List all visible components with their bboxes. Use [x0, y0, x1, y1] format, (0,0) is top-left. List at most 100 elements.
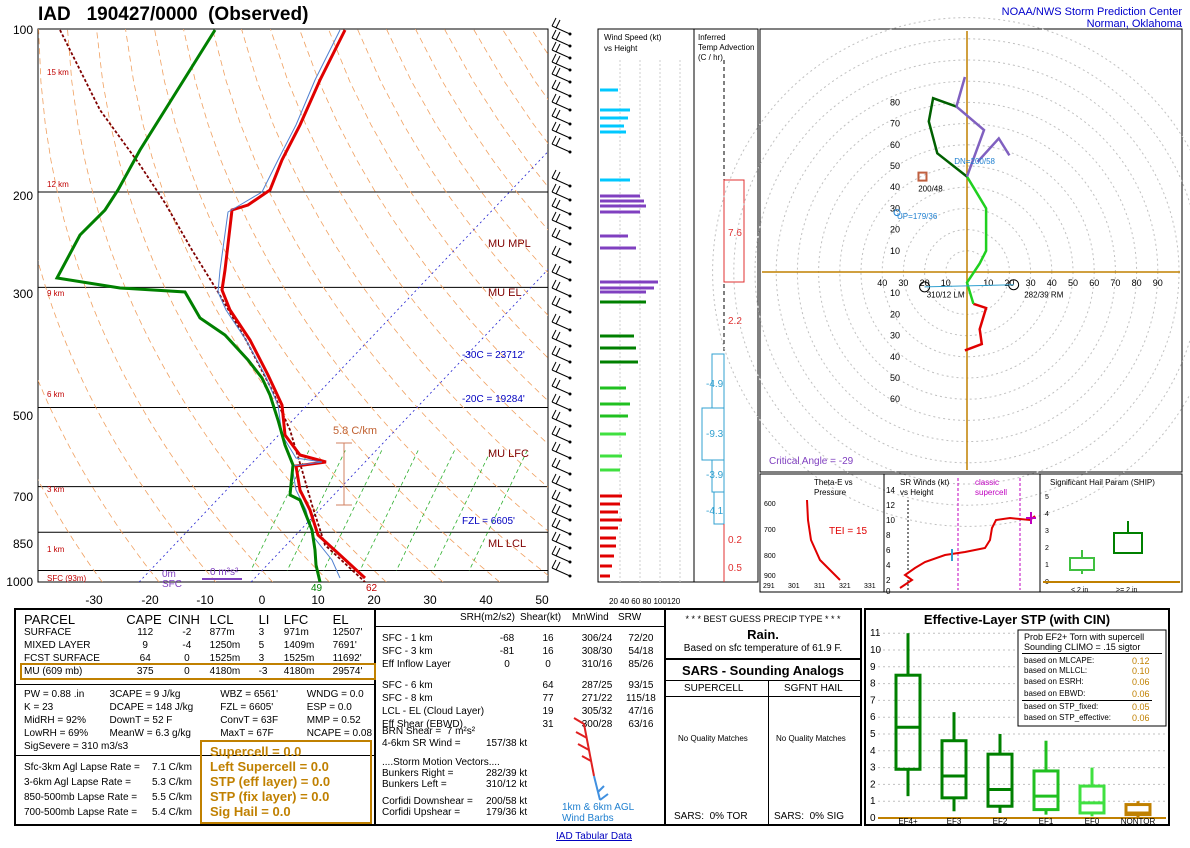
dry-adiabat — [38, 29, 273, 582]
ws-bar — [600, 386, 626, 390]
ws-bar — [600, 88, 618, 92]
p-label: 700 — [13, 490, 33, 504]
sr-classic: classic — [975, 478, 999, 487]
ws-bar — [600, 290, 646, 294]
wind-barb — [551, 227, 572, 246]
stp-panel: Effective-Layer STP (with CIN) 11 10 9 8 7 6 5… — [864, 608, 1170, 826]
sfc-dcape: 0 m²s² — [210, 567, 239, 578]
wind-barb — [551, 53, 572, 72]
svg-text:700: 700 — [764, 527, 776, 534]
ws-bar — [600, 300, 646, 304]
stp-category: EF3 — [947, 817, 962, 824]
svg-text:6: 6 — [886, 546, 891, 555]
tei: TEI = 15 — [829, 526, 868, 537]
t-label: 50 — [535, 593, 549, 606]
tadv-val: -3.9 — [706, 470, 724, 481]
svg-text:291: 291 — [763, 583, 775, 590]
lvl-label: MU MPL — [488, 238, 531, 250]
mixing-ratio-line — [396, 450, 455, 571]
hodo-ring-label: 10 — [890, 246, 900, 256]
hodo-axis-label: 50 — [1068, 278, 1078, 288]
stp-tick: 10 — [870, 645, 882, 656]
skewt-background — [38, 29, 1190, 582]
isotherm-labels: -30C = 23712' -20C = 19284' FZL = 6605' — [462, 350, 525, 527]
sr-profile — [899, 515, 1036, 589]
hodo-ring-label: 20 — [890, 225, 900, 235]
svg-text:321: 321 — [839, 583, 851, 590]
p-label: 500 — [13, 409, 33, 423]
t-label: -20 — [141, 593, 159, 606]
dry-adiabat — [38, 259, 217, 582]
svg-text:600: 600 — [764, 501, 776, 508]
hodo-axis-label: 30 — [898, 278, 908, 288]
hodo-axis-label: 20 — [920, 278, 930, 288]
dry-adiabat — [67, 29, 330, 582]
stp-tick: 2 — [870, 779, 876, 790]
hodo-axis-label: 10 — [983, 278, 993, 288]
dewpoint-profile — [54, 29, 322, 582]
dry-adiabat — [241, 29, 548, 488]
stp-tick: 7 — [870, 695, 876, 706]
wind-barb — [551, 393, 572, 412]
svg-text:0: 0 — [886, 587, 891, 596]
h-label: 6 km — [47, 390, 65, 399]
ws-bar — [600, 402, 630, 406]
wind-barb — [551, 93, 572, 112]
hodo-ring-label: 60 — [890, 140, 900, 150]
h-label: 3 km — [47, 485, 65, 494]
ws-bar — [600, 468, 620, 472]
wind-barb — [551, 473, 572, 492]
mixing-ratio-line — [359, 450, 419, 571]
t-label: 30 — [423, 593, 437, 606]
dry-adiabat — [328, 29, 548, 359]
ws-bar — [600, 108, 630, 112]
h-label: 9 km — [47, 289, 65, 298]
ws-bar — [600, 574, 610, 578]
hodo-ring-label: 10 — [890, 288, 900, 298]
params-table: PW = 0.88 .in 3CAPE = 9 J/kg WBZ = 6561' WN… — [24, 689, 372, 739]
wind-barb — [551, 425, 572, 444]
hodo-6-9km — [927, 96, 968, 178]
stp-tick: 8 — [870, 679, 876, 690]
ship-frame — [1039, 473, 1183, 593]
hodo-ring-label: 50 — [890, 373, 900, 383]
lapse-table: Sfc-3km Agl Lapse Rate = 7.1 C/km 3-6km A… — [24, 762, 193, 818]
isotherm — [138, 150, 548, 582]
tadv-frame — [693, 28, 759, 583]
iso-label: FZL = 6605' — [462, 516, 515, 527]
svg-text:2: 2 — [1045, 545, 1049, 552]
tabular-data-link[interactable]: IAD Tabular Data — [556, 831, 632, 842]
wind-barb — [551, 531, 572, 550]
dry-adiabat — [125, 29, 444, 582]
ws-title: Wind Speed (kt) — [604, 33, 662, 42]
dry-adiabat — [183, 29, 548, 576]
ws-bar — [600, 544, 616, 548]
hodo-axis-label: 90 — [1153, 278, 1163, 288]
mixing-ratio-line — [432, 450, 492, 571]
hodo-label: UP=179/36 — [897, 212, 938, 221]
kinematics-table: SFC - 1 km -68 16 306/24 72/20 SFC - 3 km -81… — [382, 633, 656, 730]
h-label: 15 km — [47, 68, 69, 77]
org-credit: NOAA/NWS Storm Prediction Center Norman, … — [1001, 6, 1182, 30]
dry-adiabat — [154, 29, 500, 582]
ws-subtitle: vs Height — [604, 44, 638, 53]
ws-bar — [600, 526, 618, 530]
ws-bar — [600, 518, 622, 522]
ws-bar — [600, 130, 626, 134]
ws-bar — [600, 194, 640, 198]
parcel-trace — [59, 29, 366, 582]
hodo-axis-label: 30 — [1026, 278, 1036, 288]
hodo-up-point — [893, 209, 901, 217]
sr-subtitle: vs Height — [900, 488, 934, 497]
parcel-header-row: PARCEL CAPE CINH LCL LI LFC EL — [24, 612, 349, 627]
wind-barb — [551, 183, 572, 202]
dry-adiabat — [618, 29, 1190, 582]
wind-barb — [551, 313, 572, 332]
parcel-panel: PARCEL CAPE CINH LCL LI LFC EL SURFACE 11… — [14, 608, 376, 826]
temperature-profile — [220, 29, 367, 580]
hodo-upper-branch — [976, 136, 1011, 163]
page-title: IAD 190427/0000 (Observed) — [38, 4, 309, 25]
hodo-0-3km — [964, 302, 988, 352]
svg-text:4: 4 — [886, 561, 891, 570]
lvl-label: MU LFC — [488, 448, 529, 460]
